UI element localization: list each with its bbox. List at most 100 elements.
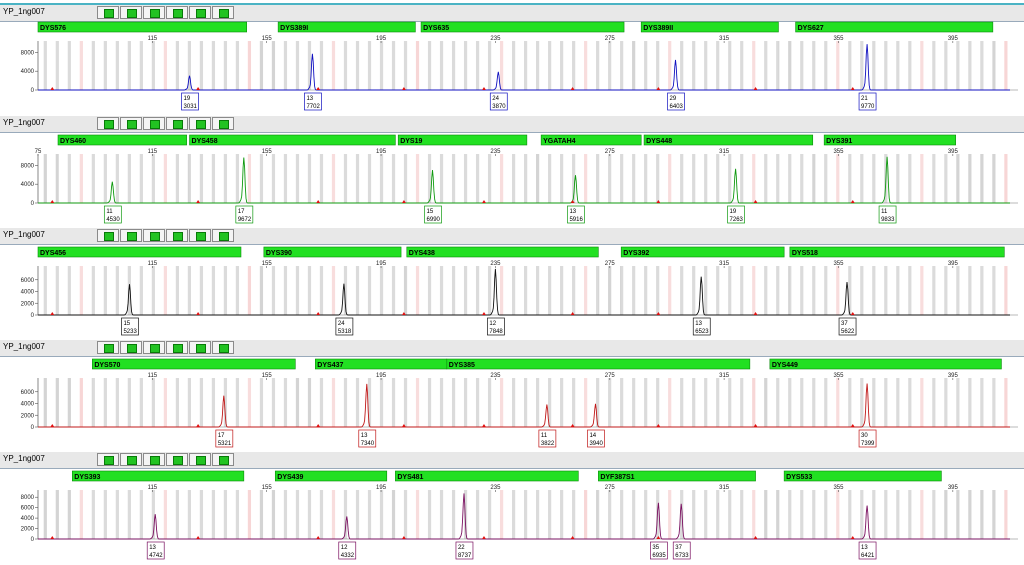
peak-label[interactable]: 19 3031 <box>181 92 199 111</box>
x-tick-label: 275 <box>605 373 616 379</box>
dye-toggle-button[interactable] <box>97 117 119 130</box>
dye-toggle-button[interactable] <box>212 453 234 466</box>
dye-toggle-button[interactable] <box>120 229 142 242</box>
y-tick-label: 6000 <box>21 278 35 284</box>
marker-bar[interactable]: DYS456 <box>37 246 242 258</box>
dye-toggle-button[interactable] <box>166 453 188 466</box>
peak-label[interactable]: 24 5318 <box>335 317 354 336</box>
peak-label[interactable]: 13 5916 <box>567 205 585 224</box>
marker-bar[interactable]: DYS438 <box>406 246 599 258</box>
peak-label[interactable]: 13 7340 <box>358 429 377 448</box>
green-square-icon <box>127 456 137 465</box>
marker-bar[interactable]: DYS627 <box>795 21 994 33</box>
marker-bar[interactable]: DYS635 <box>420 21 625 33</box>
allele-call: 22 <box>458 545 465 551</box>
peak-label[interactable]: 15 5233 <box>121 317 139 336</box>
dye-toggle-button[interactable] <box>143 117 165 130</box>
peak-label[interactable]: 17 5321 <box>215 429 234 448</box>
peak-label[interactable]: 12 4332 <box>338 541 357 560</box>
dye-toggle-button[interactable] <box>189 229 211 242</box>
dye-toggle-button[interactable] <box>120 341 142 354</box>
marker-bar[interactable]: DYF387S1 <box>598 470 756 482</box>
marker-bar[interactable]: DYS448 <box>643 134 814 146</box>
dye-toggle-button[interactable] <box>166 6 188 19</box>
peak-label[interactable]: 13 6421 <box>858 541 877 560</box>
dye-toggle-button[interactable] <box>143 229 165 242</box>
marker-bar[interactable]: DYS481 <box>395 470 579 482</box>
marker-bar[interactable]: DYS390 <box>263 246 402 258</box>
dye-toggle-button[interactable] <box>166 229 188 242</box>
dye-toggle-button[interactable] <box>189 453 211 466</box>
dye-toggle-button[interactable] <box>189 341 211 354</box>
marker-bar[interactable]: DYS518 <box>789 246 1005 258</box>
y-tick-label: 6000 <box>21 390 35 396</box>
peak-label[interactable]: 13 7702 <box>304 92 322 111</box>
off-ladder-marker <box>50 87 55 90</box>
green-square-icon <box>196 232 206 241</box>
dye-toggle-button[interactable] <box>120 6 142 19</box>
x-tick-label: 395 <box>948 261 959 267</box>
dye-toggle-button[interactable] <box>166 117 188 130</box>
marker-bar[interactable]: DYS391 <box>823 134 956 146</box>
dye-toggle-button[interactable] <box>97 229 119 242</box>
marker-bar[interactable]: DYS437 <box>315 358 448 370</box>
dye-toggle-button[interactable] <box>97 341 119 354</box>
peak-label[interactable]: 37 5622 <box>838 317 857 336</box>
peak-label[interactable]: 11 3822 <box>538 429 557 448</box>
dye-toggle-button[interactable] <box>143 453 165 466</box>
peak-label[interactable]: 30 7399 <box>858 429 877 448</box>
marker-bar[interactable]: DYS460 <box>57 134 187 146</box>
peak-label[interactable]: 13 6523 <box>692 317 711 336</box>
green-square-icon <box>150 232 160 241</box>
peak-label[interactable]: 15 6990 <box>424 205 442 224</box>
dye-toggle-button[interactable] <box>166 341 188 354</box>
peak-label[interactable]: 35 6935 <box>650 541 668 560</box>
peak-label[interactable]: 22 8737 <box>455 541 474 560</box>
peak-label[interactable]: 11 4530 <box>103 205 122 224</box>
green-square-icon <box>196 344 206 353</box>
marker-bar[interactable]: DYS570 <box>92 358 296 370</box>
dye-toggle-button[interactable] <box>120 453 142 466</box>
dye-toggle-button[interactable] <box>212 6 234 19</box>
x-tick-label: 355 <box>833 149 844 155</box>
dye-toggle-button[interactable] <box>212 341 234 354</box>
marker-bar[interactable]: DYS533 <box>783 470 942 482</box>
marker-bar[interactable]: DYS389II <box>640 21 779 33</box>
marker-bar[interactable]: DYS389I <box>277 21 416 33</box>
marker-bar[interactable]: YGATAH4 <box>540 134 642 146</box>
marker-label: DYS392 <box>623 250 649 257</box>
marker-bar[interactable]: DYS576 <box>37 21 247 33</box>
green-square-icon <box>196 120 206 129</box>
dye-toggle-button[interactable] <box>189 6 211 19</box>
marker-bar[interactable]: DYS393 <box>72 470 245 482</box>
y-tick-label: 2000 <box>21 413 35 419</box>
marker-bar[interactable]: DYS449 <box>769 358 1002 370</box>
peak-label[interactable]: 24 3870 <box>489 92 508 111</box>
peak-label[interactable]: 14 3940 <box>587 429 605 448</box>
marker-bar[interactable]: DYS392 <box>620 246 785 258</box>
marker-bar[interactable]: DYS439 <box>274 470 388 482</box>
dye-toggle-button[interactable] <box>143 6 165 19</box>
marker-bar[interactable]: DYS385 <box>446 358 751 370</box>
off-ladder-marker <box>570 536 575 539</box>
off-ladder-marker <box>50 424 55 427</box>
peak-label[interactable]: 37 6733 <box>672 541 691 560</box>
peak-label[interactable]: 19 7263 <box>727 205 745 224</box>
dye-toggle-button[interactable] <box>212 229 234 242</box>
peak-label[interactable]: 12 7848 <box>487 317 505 336</box>
dye-toggle-button[interactable] <box>143 341 165 354</box>
dye-toggle-button[interactable] <box>120 117 142 130</box>
peak-label[interactable]: 13 4742 <box>146 541 165 560</box>
dye-toggle-button[interactable] <box>97 453 119 466</box>
marker-bar[interactable]: DYS458 <box>189 134 396 146</box>
marker-label: DYS439 <box>277 474 303 481</box>
peak-label[interactable]: 17 9672 <box>235 205 254 224</box>
dye-toggle-button[interactable] <box>212 117 234 130</box>
peak-label[interactable]: 11 9833 <box>878 205 897 224</box>
peak-label[interactable]: 21 9770 <box>858 92 877 111</box>
marker-bar[interactable]: DYS19 <box>397 134 528 146</box>
peak-label[interactable]: 29 6403 <box>667 92 685 111</box>
dye-toggle-button[interactable] <box>97 6 119 19</box>
x-tick-label: 275 <box>605 261 616 267</box>
dye-toggle-button[interactable] <box>189 117 211 130</box>
